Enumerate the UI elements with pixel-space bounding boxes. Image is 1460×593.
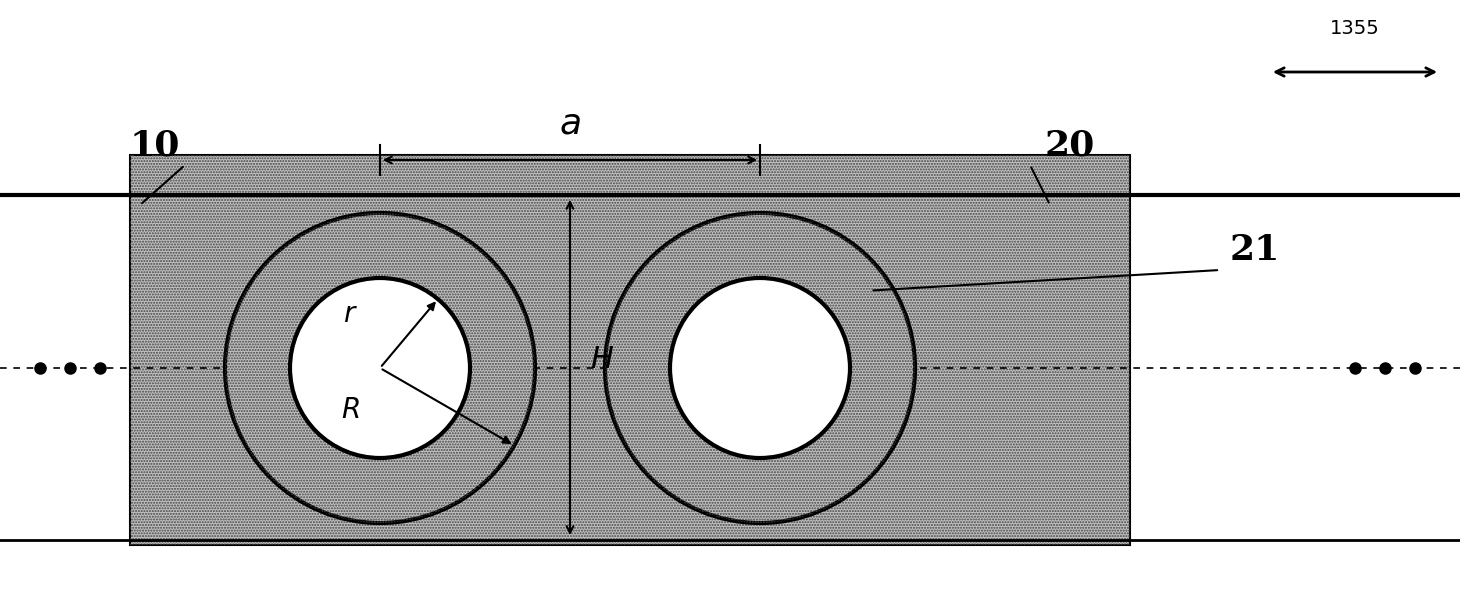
Circle shape [670,278,850,458]
Bar [130,155,1130,545]
Text: 10: 10 [130,128,180,162]
Text: $R$: $R$ [340,397,359,423]
Text: $H$: $H$ [590,345,615,375]
Bar [130,155,1130,545]
Text: $r$: $r$ [343,301,358,329]
Circle shape [291,278,470,458]
Text: 1355: 1355 [1330,19,1380,38]
Text: $a$: $a$ [559,106,581,140]
Text: 20: 20 [1045,128,1095,162]
Circle shape [604,213,915,523]
Circle shape [225,213,534,523]
Text: 21: 21 [1229,233,1280,267]
